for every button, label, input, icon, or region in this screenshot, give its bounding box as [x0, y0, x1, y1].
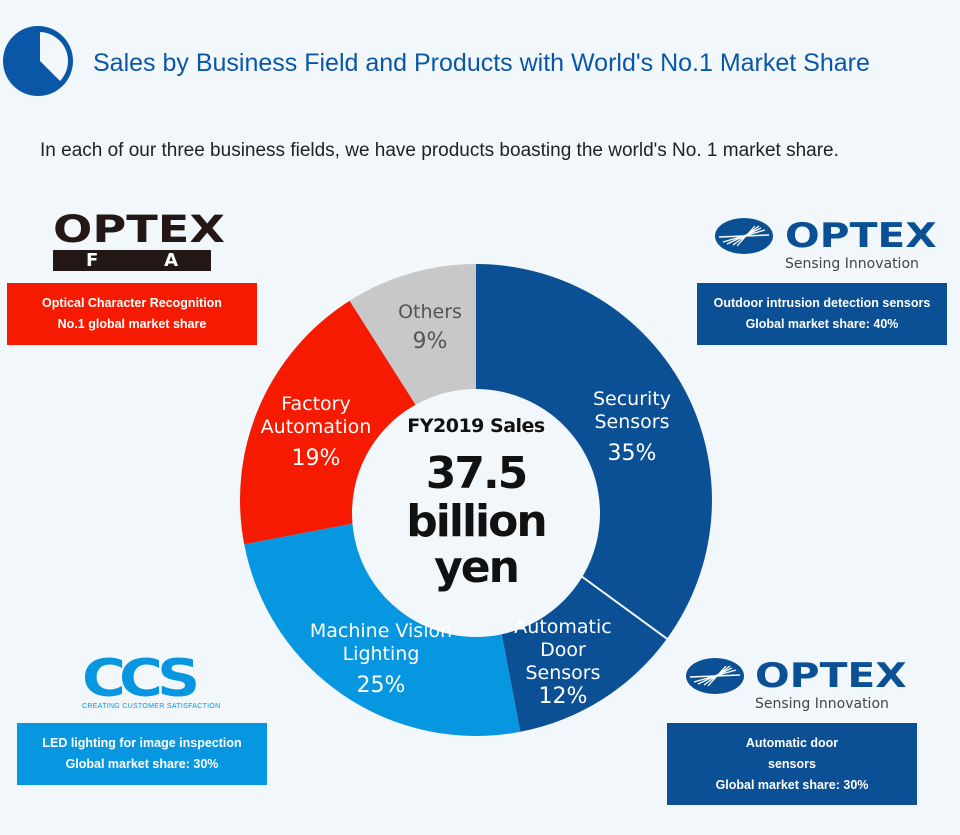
optex-fa-logo-bar: F A: [53, 250, 211, 271]
page-title: Sales by Business Field and Products wit…: [93, 49, 870, 77]
center-caption: FY2019 Sales: [407, 415, 545, 437]
info-line: Automatic door: [745, 735, 839, 750]
ccs-logo-word: CCS: [82, 649, 200, 709]
optex-logo-tagline: Sensing Innovation: [755, 696, 889, 712]
optex-logo-word: OPTEX: [785, 216, 937, 256]
center-unit-billion: billion: [406, 496, 547, 547]
label-factory-automation: Factory Automation 19%: [260, 393, 372, 471]
info-line: Global market share: 30%: [65, 757, 219, 771]
info-line: Optical Character Recognition: [42, 296, 222, 310]
optex-fa-letter-a: A: [164, 250, 179, 271]
label-automatic-door-sensors: Automatic Door Sensors 12%: [514, 616, 612, 709]
donut-hole: [352, 389, 600, 637]
optex-logo-tagline: Sensing Innovation: [785, 256, 919, 272]
sales-donut-chart: Security Sensors 35% Automatic Door Sensors…: [236, 260, 716, 740]
optex-fa-letter-f: F: [85, 250, 99, 271]
info-line: Global market share: 30%: [715, 777, 869, 792]
info-line: Outdoor intrusion detection sensors: [713, 296, 931, 310]
info-line: LED lighting for image inspection: [42, 736, 242, 750]
optex-emblem-icon: [715, 218, 773, 254]
info-box-automatic-door: Automatic door sensors Global market sha…: [667, 723, 917, 805]
pie-chart-icon: [3, 26, 73, 96]
optex-fa-logo-word: OPTEX: [53, 208, 226, 251]
info-line: Global market share: 40%: [745, 317, 899, 331]
page-subtitle: In each of our three business fields, we…: [40, 140, 839, 161]
optex-emblem-icon: [686, 658, 744, 694]
donut-svg: [240, 264, 712, 736]
info-line: sensors: [768, 756, 816, 771]
info-box-factory-automation: Optical Character Recognition No.1 globa…: [7, 283, 257, 345]
center-unit-yen: yen: [434, 542, 520, 593]
center-value: 37.5: [425, 448, 529, 499]
ccs-logo-tagline: CREATING CUSTOMER SATISFACTION: [82, 703, 221, 710]
label-machine-vision-lighting: Machine Vision Lighting 25%: [309, 620, 453, 698]
info-box-security-sensors: Outdoor intrusion detection sensors Glob…: [697, 283, 947, 345]
optex-logo-word: OPTEX: [755, 656, 907, 696]
label-others: Others 9%: [398, 301, 462, 354]
info-box-machine-vision: LED lighting for image inspection Global…: [17, 723, 267, 785]
label-security-sensors: Security Sensors 35%: [592, 388, 672, 466]
segment-security-sensors: [476, 264, 712, 639]
info-line: No.1 global market share: [57, 317, 207, 331]
